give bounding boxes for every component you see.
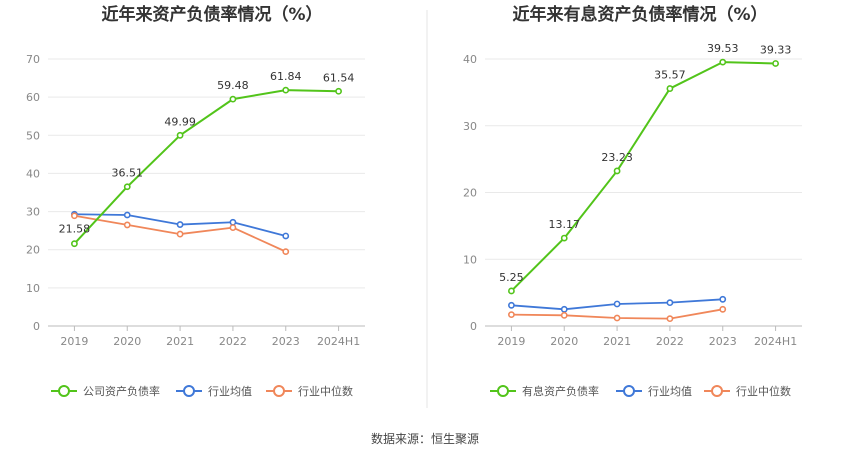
data-point <box>229 218 237 226</box>
legend-marker[interactable] <box>58 385 70 397</box>
data-label: 39.53 <box>707 42 739 55</box>
data-point <box>666 85 674 92</box>
data-point <box>229 224 237 231</box>
data-point <box>666 315 674 323</box>
data-label: 59.48 <box>217 79 249 92</box>
y-tick-label: 20 <box>26 244 40 257</box>
y-tick-label: 40 <box>26 167 40 180</box>
y-tick-label: 30 <box>26 206 40 219</box>
legend-label[interactable]: 行业中位数 <box>736 384 791 398</box>
data-point <box>772 60 779 67</box>
data-label: 49.99 <box>164 115 196 128</box>
legend-label[interactable]: 有息资产负债率 <box>522 384 599 398</box>
data-label: 35.57 <box>654 69 686 82</box>
legend-marker[interactable] <box>273 385 285 397</box>
data-point <box>71 240 78 248</box>
data-point <box>282 232 290 240</box>
legend-marker[interactable] <box>497 385 509 397</box>
y-tick-label: 10 <box>26 282 40 295</box>
data-label: 61.84 <box>270 70 302 83</box>
data-point <box>335 87 342 95</box>
data-label: 61.54 <box>323 71 355 84</box>
x-tick-label: 2024H1 <box>317 335 360 348</box>
legend-label[interactable]: 行业均值 <box>208 385 252 398</box>
data-point <box>719 295 727 303</box>
data-point <box>176 221 184 228</box>
data-point <box>508 301 515 309</box>
legend-label[interactable]: 行业均值 <box>648 385 692 398</box>
data-point <box>282 248 290 256</box>
series-line <box>73 89 339 245</box>
data-point <box>560 311 568 319</box>
debt-ratio-chart: 近年来资产负债率情况（%） 0 10 20 30 40 50 60 70 2019 2020 202… <box>26 4 365 398</box>
y-tick-label: 60 <box>26 91 40 104</box>
data-point <box>176 131 184 139</box>
data-label: 21.58 <box>59 223 91 236</box>
x-tick-label: 2019 <box>60 335 88 348</box>
data-point <box>229 95 237 103</box>
legend-marker[interactable] <box>183 385 195 397</box>
y-tick-label: 40 <box>463 53 477 66</box>
x-tick-label: 2019 <box>497 335 525 348</box>
data-label: 39.33 <box>760 43 792 56</box>
y-tick-label: 0 <box>33 320 40 333</box>
x-tick-label: 2023 <box>272 335 300 348</box>
data-label: 36.51 <box>112 167 144 180</box>
data-label: 23.23 <box>601 151 633 164</box>
data-point <box>613 300 621 308</box>
data-point <box>508 287 515 295</box>
data-label: 13.17 <box>549 218 581 231</box>
y-tick-label: 20 <box>463 187 477 200</box>
legend-marker[interactable] <box>711 385 723 397</box>
x-tick-label: 2021 <box>603 335 631 348</box>
data-point <box>613 167 621 175</box>
data-point <box>666 299 674 307</box>
x-tick-label: 2021 <box>166 335 194 348</box>
y-tick-label: 0 <box>470 320 477 333</box>
legend-marker[interactable] <box>623 385 635 397</box>
y-tick-label: 10 <box>463 253 477 266</box>
series-line <box>510 61 776 292</box>
data-point <box>123 183 131 191</box>
x-tick-label: 2022 <box>219 335 247 348</box>
data-point <box>123 221 131 229</box>
interest-debt-ratio-chart: 近年来有息资产负债率情况（%） 0 10 20 30 40 2019 2020 2021 202… <box>463 4 802 398</box>
chart-title: 近年来有息资产负债率情况（%） <box>512 4 767 25</box>
data-label: 5.25 <box>499 271 524 284</box>
legend-label[interactable]: 公司资产负债率 <box>83 384 160 398</box>
data-point <box>719 58 727 66</box>
x-tick-label: 2022 <box>656 335 684 348</box>
x-tick-label: 2024H1 <box>754 335 797 348</box>
data-point <box>71 212 78 220</box>
data-source-note: 数据来源：恒生聚源 <box>371 431 479 446</box>
data-point <box>719 305 727 313</box>
x-tick-label: 2020 <box>113 335 141 348</box>
x-tick-label: 2023 <box>709 335 737 348</box>
y-tick-label: 50 <box>26 129 40 142</box>
y-tick-label: 70 <box>26 53 40 66</box>
data-point <box>176 230 184 238</box>
data-point <box>282 86 290 94</box>
data-point <box>613 314 621 322</box>
chart-title: 近年来资产负债率情况（%） <box>101 4 322 25</box>
data-point <box>123 211 131 219</box>
data-point <box>560 305 568 313</box>
legend-label[interactable]: 行业中位数 <box>298 384 353 398</box>
data-point <box>508 311 515 319</box>
x-tick-label: 2020 <box>550 335 578 348</box>
y-tick-label: 30 <box>463 120 477 133</box>
data-point <box>560 234 568 242</box>
